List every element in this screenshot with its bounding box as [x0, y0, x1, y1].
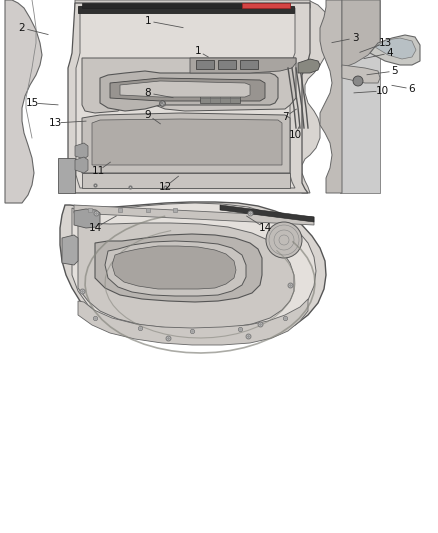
Polygon shape [105, 241, 246, 296]
Text: 13: 13 [48, 118, 62, 128]
Text: 15: 15 [25, 98, 39, 108]
Polygon shape [283, 0, 330, 193]
Polygon shape [298, 59, 320, 73]
Polygon shape [60, 202, 326, 343]
Polygon shape [68, 3, 310, 193]
Polygon shape [75, 143, 88, 159]
Text: 13: 13 [378, 38, 392, 48]
Text: 1: 1 [194, 46, 201, 56]
Polygon shape [76, 8, 295, 188]
Text: 7: 7 [282, 112, 288, 122]
Text: 5: 5 [392, 66, 398, 76]
Polygon shape [82, 113, 290, 173]
Text: 9: 9 [145, 110, 151, 120]
Text: 14: 14 [88, 223, 102, 233]
Polygon shape [75, 157, 88, 173]
Text: 14: 14 [258, 223, 272, 233]
Polygon shape [120, 81, 250, 97]
Polygon shape [74, 209, 100, 228]
Polygon shape [82, 173, 290, 188]
Polygon shape [72, 203, 316, 338]
Polygon shape [92, 119, 282, 165]
Polygon shape [342, 65, 380, 83]
Polygon shape [5, 0, 42, 203]
Polygon shape [240, 60, 258, 69]
Text: 2: 2 [19, 23, 25, 33]
Polygon shape [342, 0, 380, 67]
Polygon shape [58, 158, 75, 193]
Polygon shape [200, 88, 240, 103]
Text: 10: 10 [289, 130, 301, 140]
Text: 6: 6 [409, 84, 415, 94]
Polygon shape [82, 58, 296, 113]
Polygon shape [82, 3, 290, 8]
Polygon shape [95, 234, 262, 302]
Polygon shape [220, 205, 314, 222]
Polygon shape [242, 3, 290, 8]
Polygon shape [78, 223, 294, 329]
Text: 4: 4 [387, 48, 393, 58]
Text: 12: 12 [159, 182, 172, 192]
Polygon shape [320, 0, 342, 193]
Polygon shape [218, 60, 236, 69]
Polygon shape [110, 78, 265, 101]
Circle shape [353, 76, 363, 86]
Polygon shape [78, 6, 294, 13]
Text: 8: 8 [145, 88, 151, 98]
Polygon shape [75, 0, 310, 15]
Polygon shape [62, 235, 78, 265]
Polygon shape [112, 246, 236, 289]
Polygon shape [196, 60, 214, 69]
Polygon shape [370, 35, 420, 65]
Polygon shape [340, 0, 380, 193]
Polygon shape [74, 205, 314, 225]
Polygon shape [375, 38, 416, 59]
Text: 11: 11 [92, 166, 105, 176]
Text: 1: 1 [145, 16, 151, 26]
Circle shape [266, 222, 302, 258]
Polygon shape [78, 299, 308, 345]
Text: 3: 3 [352, 33, 358, 43]
Polygon shape [190, 58, 296, 73]
Polygon shape [100, 71, 278, 111]
Text: 10: 10 [375, 86, 389, 96]
